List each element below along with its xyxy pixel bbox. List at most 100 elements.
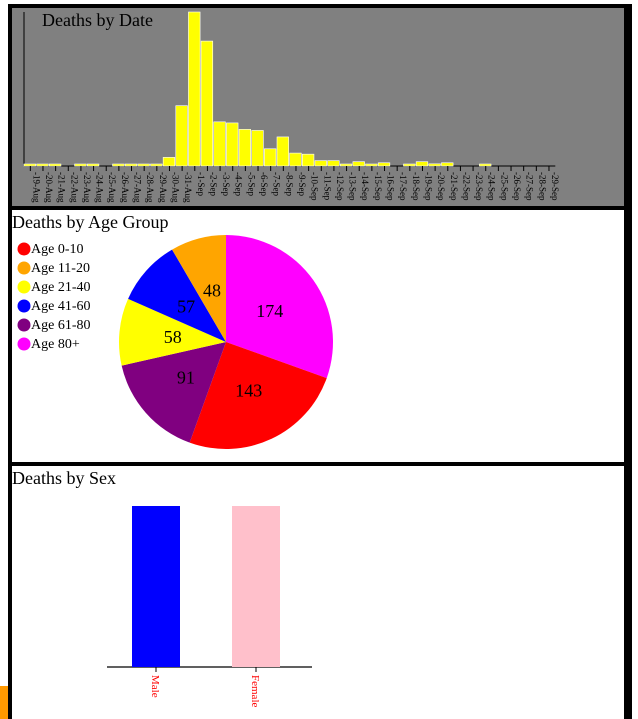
slice-value-label: 57 [177,296,195,316]
legend-marker [17,261,31,275]
date-bar [251,130,264,167]
slice-value-label: 91 [177,367,195,387]
deaths-by-age-chart: Age 0-10 Age 11-20 Age 21-40 Age 41-60 Age 6… [17,235,333,449]
x-tick-label: -20-Sep [436,172,446,201]
slice-value-label: 58 [164,327,182,347]
x-tick-label: -25-Sep [499,172,509,201]
x-tick-label: -28-Aug [145,172,155,203]
slice-value-label: 48 [203,280,221,300]
date-bar [150,163,163,167]
date-bar [276,136,289,167]
deaths-by-date-chart: -19-Aug -20-Aug -21-Aug -22-Aug -23-Aug -24-A… [23,11,560,203]
x-tick-label: -20-Aug [44,172,54,203]
date-bar [238,129,252,167]
x-tick-label: -19-Sep [423,172,433,201]
x-tick-label: -10-Sep [310,172,320,201]
pie-slice [128,249,226,342]
date-bar [112,163,125,167]
date-bar [365,163,378,167]
pie-slice [119,298,226,366]
x-tick-label: -30-Aug [170,172,180,203]
date-bar [23,163,36,167]
x-tick-label: -21-Sep [449,172,459,201]
date-bar [289,152,302,167]
date-bar [48,163,62,167]
date-bar [200,40,214,167]
date-bar [264,148,277,167]
x-tick-label: -24-Sep [487,172,497,201]
x-tick-label: -16-Sep [386,172,396,201]
x-tick-label: -12-Sep [335,172,345,201]
date-bar [377,162,391,167]
x-tick-label: Male [149,675,161,698]
x-tick-label: -22-Aug [69,172,79,203]
chart-title: Deaths by Age Group [12,212,169,232]
legend-label: Age 21-40 [31,280,91,295]
sex-bar [132,506,180,667]
x-tick-label: -29-Sep [550,172,560,201]
date-bar [339,163,353,167]
date-bar [327,160,340,167]
x-tick-label: -2-Sep [208,172,218,196]
x-tick-label: -24-Aug [95,172,105,203]
legend-label: Age 80+ [31,337,80,352]
x-tick-label: -22-Sep [461,172,471,201]
date-bar [352,161,365,167]
x-tick-label: -21-Aug [57,172,67,203]
pie-slice [189,342,327,449]
date-bar [124,163,138,167]
date-bar [441,162,454,167]
orange-accent [0,686,8,719]
x-tick-label: -27-Aug [133,172,143,203]
chart-title: Deaths by Sex [12,468,116,488]
slice-value-label: 143 [235,380,262,400]
date-bar [74,163,87,167]
x-tick-label: -23-Sep [474,172,484,201]
x-tick-label: -1-Sep [196,172,206,196]
x-tick-label: -27-Sep [525,172,535,201]
pie-slice [121,342,226,443]
date-bar [428,163,441,167]
x-tick-label: -3-Sep [221,172,231,196]
x-tick-label: -7-Sep [272,172,282,196]
pie-slice [172,235,226,342]
date-bar [36,163,49,167]
date-bar [226,122,239,167]
legend-marker [17,299,31,313]
x-tick-label: -29-Aug [158,172,168,203]
x-tick-label: -5-Sep [246,172,256,196]
deaths-by-sex-chart: Male Female [107,506,312,707]
date-bar [137,163,150,167]
date-bar [415,161,429,167]
date-bar [175,105,188,167]
date-bar [213,121,226,167]
right-border [628,4,632,719]
legend-label: Age 11-20 [31,261,90,276]
date-bar [86,163,100,167]
sex-bar [232,506,280,667]
date-bar [301,153,315,167]
x-tick-label: -31-Aug [183,172,193,203]
x-tick-label: -19-Aug [31,172,41,203]
chart-title: Deaths by Date [42,10,153,30]
slice-value-label: 174 [256,301,283,321]
x-tick-label: -25-Aug [107,172,117,203]
deaths-by-sex-panel: Deaths by Sex Male Female [8,466,628,719]
legend-marker [17,318,31,332]
legend-label: Age 61-80 [31,318,91,333]
x-tick-label: -6-Sep [259,172,269,196]
x-tick-label: -14-Sep [360,172,370,201]
x-tick-label: -13-Sep [348,172,358,201]
x-tick-label: -17-Sep [398,172,408,201]
legend-label: Age 0-10 [31,242,84,257]
x-tick-label: -11-Sep [322,172,332,201]
pie-slice [226,235,333,379]
date-bar [403,163,416,167]
date-bar [188,11,201,167]
deaths-by-date-panel: -19-Aug -20-Aug -21-Aug -22-Aug -23-Aug -24-A… [8,4,628,210]
legend-marker [17,337,31,351]
x-tick-label: Female [249,675,261,707]
date-bar [162,157,176,167]
legend-label: Age 41-60 [31,299,91,314]
date-bar [479,163,492,167]
